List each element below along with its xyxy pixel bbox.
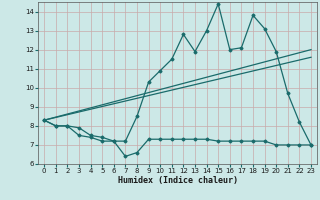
- X-axis label: Humidex (Indice chaleur): Humidex (Indice chaleur): [118, 176, 238, 185]
